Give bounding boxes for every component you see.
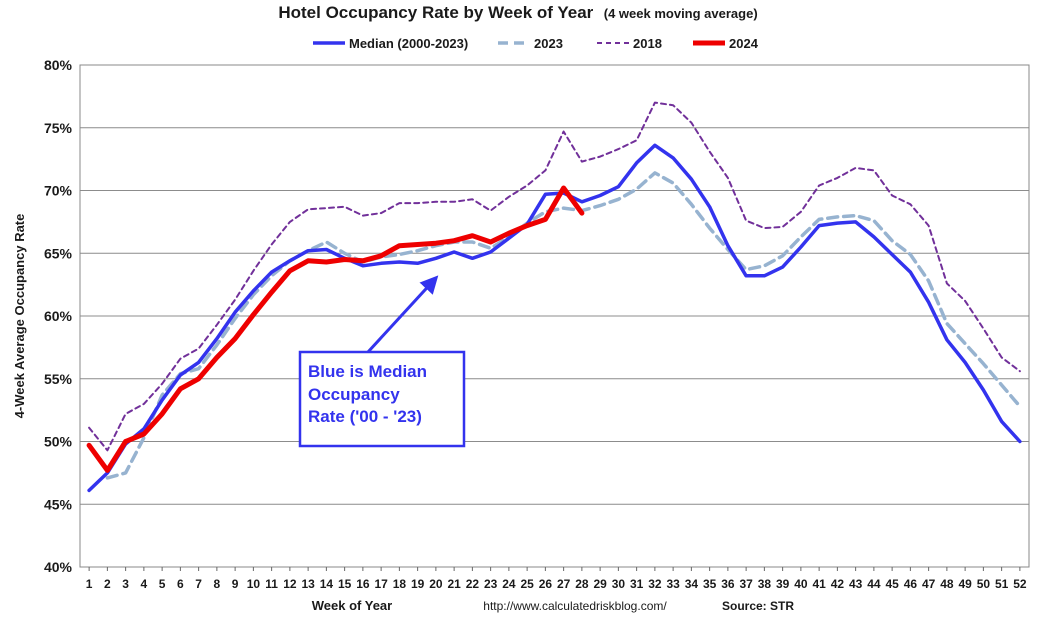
x-tick-label: 46 xyxy=(904,577,918,591)
x-tick-label: 39 xyxy=(776,577,790,591)
annotation-arrow xyxy=(366,275,439,354)
footer-source: Source: STR xyxy=(722,599,794,613)
x-tick-label: 27 xyxy=(557,577,571,591)
y-tick-label: 80% xyxy=(44,57,73,73)
x-tick-label: 31 xyxy=(630,577,644,591)
x-tick-label: 41 xyxy=(812,577,826,591)
x-tick-label: 23 xyxy=(484,577,498,591)
x-tick-label: 14 xyxy=(320,577,334,591)
x-tick-label: 15 xyxy=(338,577,352,591)
legend-label: 2018 xyxy=(633,36,662,51)
y-axis-label: 4-Week Average Occupancy Rate xyxy=(12,214,27,419)
x-tick-label: 12 xyxy=(283,577,297,591)
x-tick-label: 42 xyxy=(831,577,845,591)
x-tick-label: 18 xyxy=(393,577,407,591)
y-tick-label: 70% xyxy=(44,183,73,199)
x-tick-label: 40 xyxy=(794,577,808,591)
x-tick-label: 10 xyxy=(247,577,261,591)
legend-label: 2024 xyxy=(729,36,759,51)
plot-area-frame xyxy=(79,64,1030,568)
series-line-2024 xyxy=(86,185,585,473)
y-tick-label: 50% xyxy=(44,434,73,450)
x-tick-label: 9 xyxy=(232,577,239,591)
x-tick-label: 3 xyxy=(122,577,129,591)
x-tick-label: 8 xyxy=(214,577,221,591)
annotation-box xyxy=(298,350,466,448)
x-tick-label: 19 xyxy=(411,577,425,591)
legend: Median (2000-2023) 2023 2018 2024 xyxy=(313,36,759,51)
x-tick-label: 2 xyxy=(104,577,111,591)
y-tick-label: 60% xyxy=(44,308,73,324)
footer-url: http://www.calculatedriskblog.com/ xyxy=(483,599,667,613)
annotation-line-1: Blue is Median xyxy=(308,362,427,381)
legend-label: 2023 xyxy=(534,36,563,51)
x-tick-label: 11 xyxy=(265,577,278,591)
x-tick-label: 35 xyxy=(703,577,717,591)
x-tick-label: 48 xyxy=(940,577,954,591)
series-line-median xyxy=(87,143,1022,493)
x-tick-label: 13 xyxy=(301,577,315,591)
legend-label: Median (2000-2023) xyxy=(349,36,468,51)
median-annotation: Blue is Median Occupancy Rate ('00 - '23… xyxy=(298,275,466,448)
x-tick-label: 30 xyxy=(612,577,626,591)
y-tick-label: 45% xyxy=(44,496,73,512)
x-tick-label: 34 xyxy=(685,577,699,591)
x-axis-label: Week of Year xyxy=(312,598,392,613)
x-tick-label: 20 xyxy=(429,577,443,591)
y-axis-ticks: 40% 45% 50% 55% 60% 65% 70% 75% 80% xyxy=(44,57,73,575)
annotation-line-3: Rate ('00 - '23) xyxy=(308,407,422,426)
x-axis-ticks: 1 2 3 4 5 6 7 8 9 10 11 12 13 14 15 16 17 18 19 20 21 22 23 24 2… xyxy=(86,567,1027,591)
x-tick-label: 43 xyxy=(849,577,863,591)
x-tick-label: 6 xyxy=(177,577,184,591)
x-tick-label: 47 xyxy=(922,577,936,591)
x-tick-label: 17 xyxy=(374,577,388,591)
x-tick-label: 5 xyxy=(159,577,166,591)
x-tick-label: 16 xyxy=(356,577,370,591)
y-tick-label: 75% xyxy=(44,120,73,136)
annotation-line-2: Occupancy xyxy=(308,385,400,404)
series-line-2018 xyxy=(88,101,1021,452)
x-tick-label: 28 xyxy=(575,577,589,591)
series-line-2023 xyxy=(105,171,1022,480)
x-tick-label: 49 xyxy=(958,577,972,591)
svg-text:Hotel Occupancy Rate by Week: Hotel Occupancy Rate by Week of Year (4 … xyxy=(278,3,757,22)
x-tick-label: 33 xyxy=(666,577,680,591)
y-tick-label: 55% xyxy=(44,371,73,387)
x-tick-label: 26 xyxy=(539,577,553,591)
x-tick-label: 38 xyxy=(758,577,772,591)
x-tick-label: 4 xyxy=(141,577,148,591)
x-tick-label: 45 xyxy=(885,577,899,591)
chart-title-subtitle: (4 week moving average) xyxy=(604,6,758,21)
x-tick-label: 37 xyxy=(739,577,753,591)
x-tick-label: 44 xyxy=(867,577,881,591)
x-tick-label: 24 xyxy=(502,577,516,591)
x-tick-label: 52 xyxy=(1013,577,1027,591)
x-tick-label: 51 xyxy=(995,577,1009,591)
x-tick-label: 1 xyxy=(86,577,93,591)
series-lines xyxy=(86,101,1022,493)
y-tick-label: 65% xyxy=(44,245,73,261)
x-tick-label: 32 xyxy=(648,577,662,591)
x-tick-label: 36 xyxy=(721,577,735,591)
x-tick-label: 22 xyxy=(466,577,480,591)
x-tick-label: 7 xyxy=(195,577,202,591)
y-tick-label: 40% xyxy=(44,559,73,575)
x-tick-label: 29 xyxy=(593,577,607,591)
x-tick-label: 25 xyxy=(520,577,534,591)
x-tick-label: 21 xyxy=(447,577,461,591)
chart-title: Hotel Occupancy Rate by Week of Year (4 … xyxy=(278,3,757,22)
x-tick-label: 50 xyxy=(977,577,991,591)
chart-title-main: Hotel Occupancy Rate by Week of Year xyxy=(278,3,593,22)
